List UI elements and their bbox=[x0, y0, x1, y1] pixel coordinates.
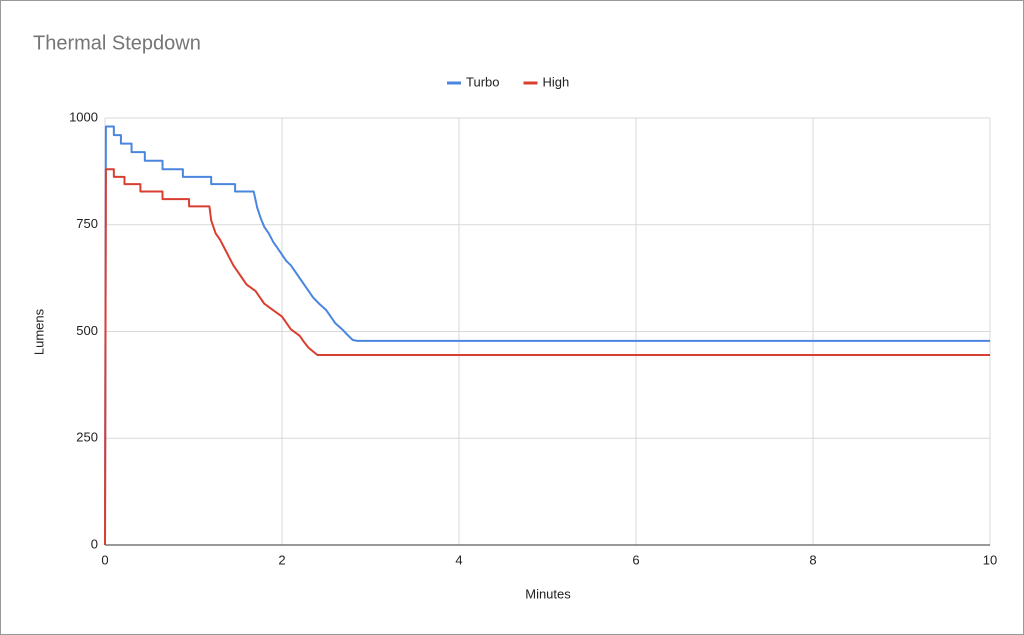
y-tick-label: 0 bbox=[91, 536, 98, 551]
x-tick-label: 0 bbox=[101, 552, 108, 567]
x-tick-label: 8 bbox=[809, 552, 816, 567]
x-axis-title: Minutes bbox=[525, 586, 571, 601]
x-tick-label: 6 bbox=[632, 552, 639, 567]
x-tick-label: 4 bbox=[455, 552, 462, 567]
line-series bbox=[104, 125, 990, 546]
x-tick-label: 10 bbox=[983, 552, 997, 567]
line-series bbox=[104, 168, 990, 546]
y-axis-title: Lumens bbox=[31, 308, 46, 355]
chart-title: Thermal Stepdown bbox=[33, 32, 201, 54]
y-tick-label: 250 bbox=[76, 430, 98, 445]
legend-label: High bbox=[542, 74, 569, 89]
x-tick-label: 2 bbox=[278, 552, 285, 567]
legend-label: Turbo bbox=[466, 74, 499, 89]
y-tick-label: 1000 bbox=[69, 109, 98, 124]
y-tick-label: 750 bbox=[76, 216, 98, 231]
y-tick-label: 500 bbox=[76, 323, 98, 338]
